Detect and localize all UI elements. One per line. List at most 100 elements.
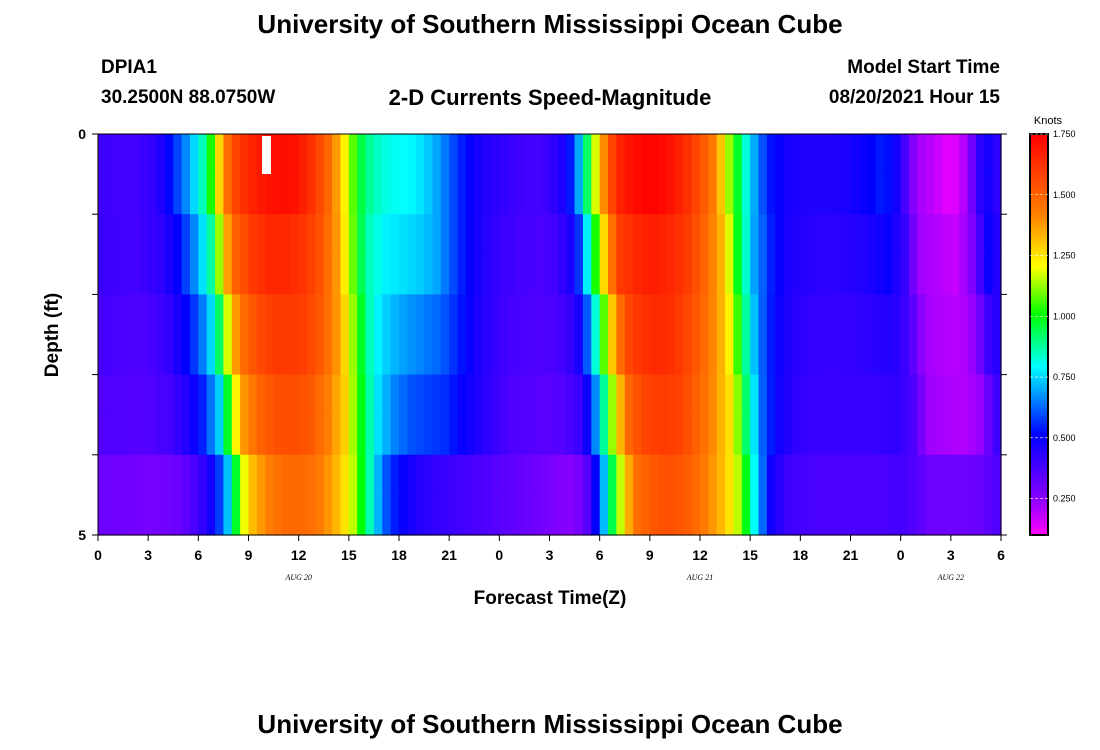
heatmap-cell xyxy=(992,454,1002,496)
heatmap-cell xyxy=(399,254,408,295)
heatmap-cell xyxy=(516,454,526,496)
heatmap-cell xyxy=(516,254,526,295)
heatmap-cell xyxy=(173,334,183,376)
heatmap-cell xyxy=(348,414,358,456)
heatmap-cell xyxy=(399,414,408,456)
heatmap-cell xyxy=(934,254,944,295)
heatmap-cell xyxy=(591,214,601,255)
heatmap-cell xyxy=(733,214,743,255)
heatmap-cell xyxy=(850,414,860,456)
heatmap-cell xyxy=(666,494,676,536)
heatmap-cell xyxy=(440,374,450,416)
heatmap-cell xyxy=(917,174,927,215)
heatmap-cell xyxy=(549,294,559,336)
heatmap-cell xyxy=(348,294,358,336)
heatmap-cell xyxy=(858,134,868,175)
heatmap-cell xyxy=(883,174,893,215)
heatmap-cell xyxy=(833,294,843,336)
heatmap-cell xyxy=(574,254,584,295)
heatmap-cell xyxy=(674,494,684,536)
heatmap-cell xyxy=(942,134,952,175)
heatmap-cell xyxy=(641,214,651,255)
heatmap-cell xyxy=(775,294,785,336)
heatmap-cell xyxy=(482,254,492,295)
heatmap-cell xyxy=(524,374,534,416)
heatmap-cell xyxy=(198,134,208,175)
heatmap-cell xyxy=(541,134,551,175)
heatmap-cell xyxy=(925,214,935,255)
heatmap-cell xyxy=(858,294,868,336)
heatmap-cell xyxy=(307,214,316,255)
heatmap-cell xyxy=(582,374,592,416)
heatmap-cell xyxy=(925,294,935,336)
heatmap-cell xyxy=(382,494,392,536)
heatmap-cell xyxy=(240,134,250,175)
heatmap-cell xyxy=(599,374,609,416)
x-tick-label: 15 xyxy=(742,547,758,563)
heatmap-cell xyxy=(382,134,392,175)
heatmap-cell xyxy=(582,414,592,456)
heatmap-cell xyxy=(599,494,609,536)
heatmap-cell xyxy=(883,214,893,255)
heatmap-cell xyxy=(164,134,174,175)
heatmap-cell xyxy=(674,334,684,376)
heatmap-cell xyxy=(716,494,726,536)
heatmap-cell xyxy=(649,494,659,536)
heatmap-cell xyxy=(390,174,400,215)
heatmap-cell xyxy=(825,134,835,175)
heatmap-cell xyxy=(549,454,559,496)
heatmap-cell xyxy=(198,214,208,255)
heatmap-cell xyxy=(231,334,241,376)
heatmap-cell xyxy=(365,374,375,416)
heatmap-cell xyxy=(800,174,810,215)
x-tick-label: 6 xyxy=(194,547,202,563)
heatmap-cell xyxy=(800,374,810,416)
heatmap-cell xyxy=(139,294,149,336)
heatmap-cell xyxy=(666,414,676,456)
heatmap-cell xyxy=(842,174,852,215)
heatmap-cell xyxy=(549,174,559,215)
heatmap-cell xyxy=(465,494,475,536)
heatmap-cell xyxy=(114,294,124,336)
heatmap-cell xyxy=(633,454,643,496)
heatmap-cell xyxy=(741,454,751,496)
heatmap-cell xyxy=(616,294,626,336)
heatmap-cell xyxy=(549,134,559,175)
heatmap-cell xyxy=(465,334,475,376)
heatmap-cell xyxy=(850,454,860,496)
heatmap-cell xyxy=(231,494,241,536)
heatmap-cell xyxy=(332,294,342,336)
heatmap-cell xyxy=(432,174,442,215)
heatmap-cell xyxy=(683,454,693,496)
heatmap-cell xyxy=(608,214,617,255)
heatmap-cell xyxy=(800,334,810,376)
x-date-label: AUG 21 xyxy=(686,573,713,582)
heatmap-cell xyxy=(139,254,149,295)
heatmap-cell xyxy=(758,174,768,215)
heatmap-cell xyxy=(892,454,902,496)
heatmap-cell xyxy=(532,334,542,376)
heatmap-cell xyxy=(424,454,434,496)
heatmap-cell xyxy=(465,374,475,416)
heatmap-cell xyxy=(975,374,985,416)
heatmap-cell xyxy=(733,454,743,496)
heatmap-cell xyxy=(340,494,350,536)
heatmap-cell xyxy=(700,134,709,175)
heatmap-cell xyxy=(725,334,735,376)
heatmap-cell xyxy=(499,374,509,416)
page-title: University of Southern Mississippi Ocean… xyxy=(257,9,843,39)
heatmap-cell xyxy=(323,414,333,456)
heatmap-cell xyxy=(382,334,392,376)
heatmap-cell xyxy=(106,214,116,255)
heatmap-cell xyxy=(432,494,442,536)
heatmap-cell xyxy=(591,174,601,215)
heatmap-cell xyxy=(616,454,626,496)
heatmap-cell xyxy=(449,294,459,336)
heatmap-cell xyxy=(465,214,475,255)
heatmap-cell xyxy=(733,254,743,295)
heatmap-cell xyxy=(950,254,960,295)
heatmap-cell xyxy=(975,414,985,456)
heatmap-cell xyxy=(591,134,601,175)
heatmap-cell xyxy=(106,454,116,496)
heatmap-cell xyxy=(900,374,910,416)
